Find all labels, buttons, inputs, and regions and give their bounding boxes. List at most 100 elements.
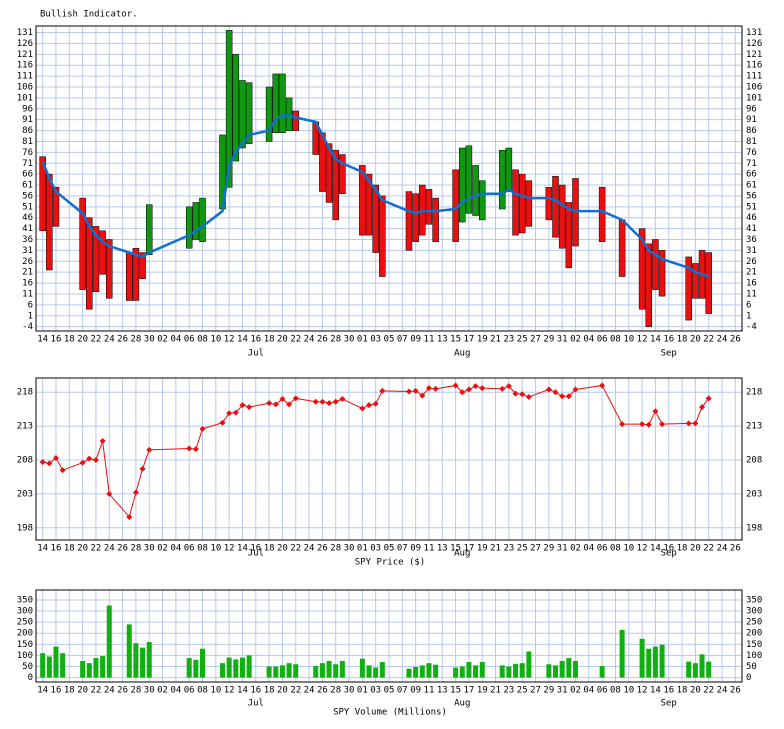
bar xyxy=(245,82,253,144)
y-tick-label-right: 51 xyxy=(746,202,757,212)
x-tick-label: 10 xyxy=(623,335,634,345)
bar xyxy=(692,263,699,299)
y-tick-label-right: 71 xyxy=(746,159,757,169)
bar xyxy=(339,660,345,678)
bar xyxy=(525,180,533,227)
x-tick-label: 26 xyxy=(730,686,741,696)
x-tick-label: 01 xyxy=(357,686,368,696)
price-marker xyxy=(312,398,319,405)
x-tick-label: 18 xyxy=(677,544,688,554)
y-tick-label-right: 1 xyxy=(746,311,751,321)
bar xyxy=(426,663,432,678)
bar xyxy=(406,668,412,678)
y-tick-label-right: 116 xyxy=(746,61,762,71)
x-tick-label: 18 xyxy=(677,335,688,345)
bar xyxy=(646,648,652,678)
price-marker xyxy=(232,409,239,416)
y-tick-label: 116 xyxy=(17,61,33,71)
price-marker xyxy=(599,382,606,389)
y-tick-label-right: 26 xyxy=(746,257,757,267)
x-tick-label: 10 xyxy=(623,544,634,554)
x-tick-label: 23 xyxy=(503,335,514,345)
month-label: Jul xyxy=(248,349,264,359)
bar xyxy=(692,663,698,678)
bar xyxy=(513,663,519,678)
bar xyxy=(618,219,626,277)
x-tick-label: 20 xyxy=(690,544,701,554)
price-marker xyxy=(505,383,512,390)
y-tick-label-right: 46 xyxy=(746,213,757,223)
bar xyxy=(313,666,319,678)
bar xyxy=(232,54,240,162)
x-tick-label: 08 xyxy=(197,335,208,345)
x-tick-label: 24 xyxy=(717,335,728,345)
x-tick-label: 28 xyxy=(130,544,141,554)
price-marker xyxy=(239,402,246,409)
x-tick-label: 24 xyxy=(104,686,115,696)
y-tick-label: 200 xyxy=(17,629,33,639)
price-marker xyxy=(419,392,426,399)
bar xyxy=(659,644,665,678)
price-marker xyxy=(685,420,692,427)
bar xyxy=(233,659,239,678)
x-tick-label: 04 xyxy=(583,544,594,554)
x-tick-label: 16 xyxy=(663,686,674,696)
x-tick-label: 14 xyxy=(37,335,48,345)
bar xyxy=(566,658,572,678)
x-tick-label: 18 xyxy=(264,544,275,554)
bar xyxy=(39,156,46,232)
x-tick-label: 28 xyxy=(330,686,341,696)
y-tick-label: 36 xyxy=(22,235,33,245)
bar xyxy=(46,173,53,271)
x-tick-label: 14 xyxy=(37,544,48,554)
x-tick-label: 31 xyxy=(557,686,568,696)
x-tick-label: 02 xyxy=(157,335,168,345)
x-tick-label: 07 xyxy=(397,544,408,554)
chart-title: Bullish Indicator. xyxy=(40,10,138,20)
y-tick-label-right: 203 xyxy=(746,489,762,499)
bar xyxy=(292,110,300,131)
bar xyxy=(652,646,658,678)
y-tick-label-right: 126 xyxy=(746,39,762,49)
x-tick-label: 18 xyxy=(64,335,75,345)
month-label: Sep xyxy=(661,549,677,559)
y-tick-label-right: -4 xyxy=(746,322,757,332)
bar xyxy=(239,80,246,149)
bar xyxy=(219,663,225,678)
bar xyxy=(459,147,466,223)
price-marker xyxy=(452,382,459,389)
y-tick-label: 31 xyxy=(22,246,33,256)
x-tick-label: 26 xyxy=(317,544,328,554)
y-tick-label: 198 xyxy=(17,523,33,533)
x-tick-label: 27 xyxy=(530,686,541,696)
bar xyxy=(379,662,385,678)
x-tick-label: 22 xyxy=(290,544,301,554)
bar xyxy=(140,647,146,678)
bar xyxy=(572,660,578,678)
x-tick-label: 25 xyxy=(517,686,528,696)
price-marker xyxy=(219,419,226,426)
price-marker xyxy=(465,386,472,393)
bar xyxy=(466,662,472,678)
x-tick-label: 20 xyxy=(77,544,88,554)
x-tick-label: 24 xyxy=(304,544,315,554)
y-tick-label-right: 200 xyxy=(746,629,762,639)
price-marker xyxy=(652,408,659,415)
x-tick-label: 07 xyxy=(397,335,408,345)
x-tick-label: 23 xyxy=(503,544,514,554)
x-tick-label: 16 xyxy=(663,335,674,345)
bar xyxy=(413,666,419,678)
x-tick-label: 16 xyxy=(51,544,62,554)
bar xyxy=(599,666,605,678)
bar xyxy=(193,659,199,678)
y-tick-label: 6 xyxy=(28,300,33,310)
bar xyxy=(638,228,646,310)
bar xyxy=(106,239,113,299)
bar xyxy=(685,256,692,321)
bar xyxy=(132,247,140,301)
x-tick-label: 30 xyxy=(344,335,355,345)
bar xyxy=(99,230,106,275)
x-tick-label: 16 xyxy=(51,335,62,345)
bar xyxy=(359,165,366,236)
